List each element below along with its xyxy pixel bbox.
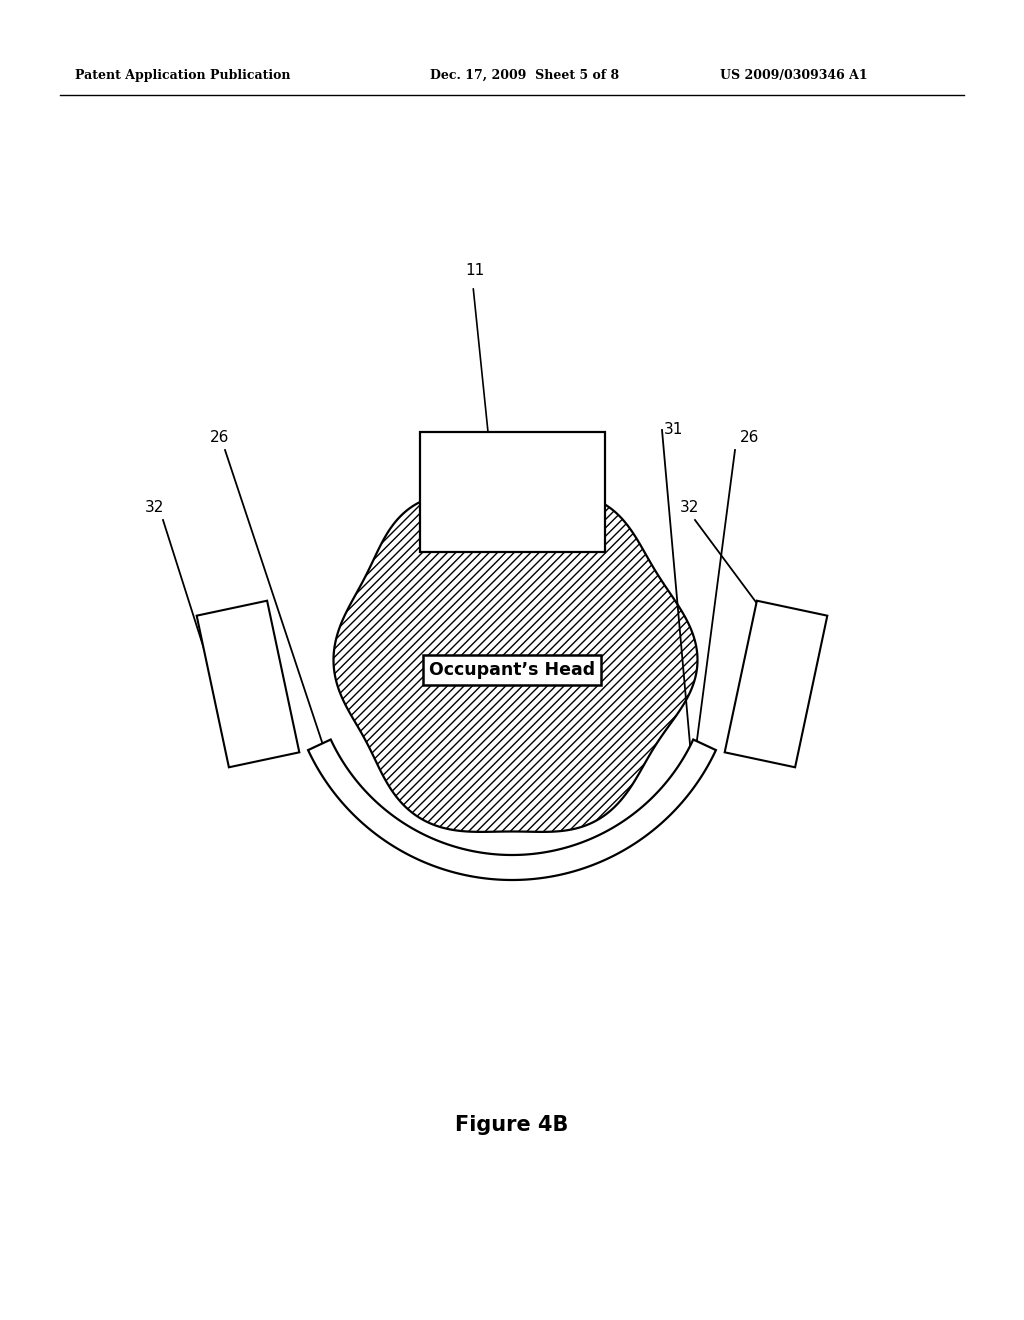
Text: US 2009/0309346 A1: US 2009/0309346 A1 [720, 69, 867, 82]
Text: Patent Application Publication: Patent Application Publication [75, 69, 291, 82]
Text: 32: 32 [680, 500, 699, 515]
Text: Occupant’s Head: Occupant’s Head [429, 661, 595, 678]
Polygon shape [725, 601, 827, 767]
Bar [420, 432, 604, 552]
Polygon shape [197, 601, 299, 767]
Text: 26: 26 [210, 430, 229, 445]
Text: 31: 31 [664, 422, 683, 437]
Text: 26: 26 [740, 430, 760, 445]
Polygon shape [334, 494, 697, 832]
Text: 11: 11 [465, 263, 484, 279]
Text: 32: 32 [145, 500, 165, 515]
Text: Figure 4B: Figure 4B [456, 1115, 568, 1135]
Text: Dec. 17, 2009  Sheet 5 of 8: Dec. 17, 2009 Sheet 5 of 8 [430, 69, 620, 82]
Polygon shape [308, 739, 716, 880]
